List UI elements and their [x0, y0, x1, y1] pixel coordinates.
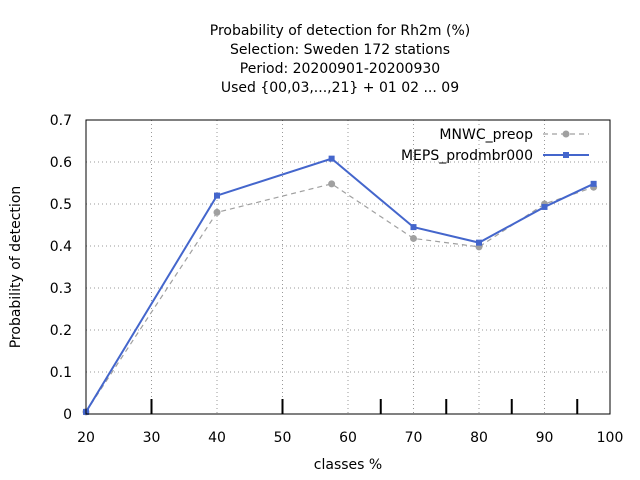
series-mnwc-preop-point: [410, 234, 417, 242]
x-tick-labels: 20 30 40 50 60 70 80 90 100: [77, 430, 623, 446]
legend-meps-prodmbr000: MEPS_prodmbr000: [401, 148, 589, 164]
series-meps-prodmbr000-line: [85, 157, 595, 413]
y-axis-label: Probability of detection: [8, 186, 24, 349]
series-meps-prodmbr000-point: [328, 155, 335, 162]
x-tick-label: 80: [470, 430, 488, 446]
x-tick-label: 100: [597, 430, 624, 446]
x-tick-label: 20: [77, 430, 95, 446]
x-tick-label: 60: [339, 430, 357, 446]
y-tick-label: 0.3: [50, 281, 72, 297]
legend-meps-prodmbr000-label: MEPS_prodmbr000: [401, 148, 533, 164]
x-tick-label: 30: [143, 430, 161, 446]
series-meps-prodmbr000: [83, 155, 597, 415]
series-mnwc-preop-point: [328, 180, 336, 188]
series-mnwc-preop: [82, 180, 598, 416]
legend-mnwc-preop: MNWC_preop: [439, 127, 589, 143]
y-tick-labels: 0 0.1 0.2 0.3 0.4 0.5 0.6 0.7: [50, 113, 72, 423]
x-tick-label: 40: [208, 430, 226, 446]
y-tick-label: 0.4: [50, 239, 72, 255]
series-meps-prodmbr000-point: [214, 192, 220, 199]
chart-title: Probability of detection for Rh2m (%) Sel…: [210, 23, 471, 96]
series-meps-prodmbr000-point: [476, 239, 482, 246]
title-line-1: Probability of detection for Rh2m (%): [210, 23, 471, 39]
plot-frame: [85, 119, 611, 415]
legend-mnwc-preop-label: MNWC_preop: [439, 127, 533, 143]
y-tick-label: 0.1: [50, 365, 72, 381]
y-tick-label: 0.2: [50, 323, 72, 339]
series-mnwc-preop-point: [213, 208, 221, 216]
series-meps-prodmbr000-point: [410, 224, 417, 231]
title-line-3: Period: 20200901-20200930: [240, 61, 440, 77]
legend: MNWC_preop MEPS_prodmbr000: [401, 127, 589, 164]
legend-mnwc-preop-marker: [562, 130, 570, 138]
x-tick-label: 50: [274, 430, 292, 446]
series-meps-prodmbr000-point: [590, 180, 597, 187]
legend-meps-prodmbr000-marker: [563, 152, 569, 158]
grid: [86, 120, 610, 414]
x-tick-label: 70: [405, 430, 423, 446]
y-tick-label: 0.6: [50, 155, 72, 171]
title-line-4: Used {00,03,...,21} + 01 02 ... 09: [221, 80, 459, 96]
x-axis-label: classes %: [314, 457, 382, 473]
y-tick-label: 0.7: [50, 113, 72, 129]
y-tick-label: 0.5: [50, 197, 72, 213]
x-tick-label: 90: [536, 430, 554, 446]
title-line-2: Selection: Sweden 172 stations: [230, 42, 450, 58]
series: [82, 155, 598, 416]
y-tick-label: 0: [63, 407, 72, 423]
class-marks: [150, 399, 579, 414]
series-meps-prodmbr000-point: [541, 203, 548, 210]
series-mnwc-preop-line: [85, 183, 594, 413]
